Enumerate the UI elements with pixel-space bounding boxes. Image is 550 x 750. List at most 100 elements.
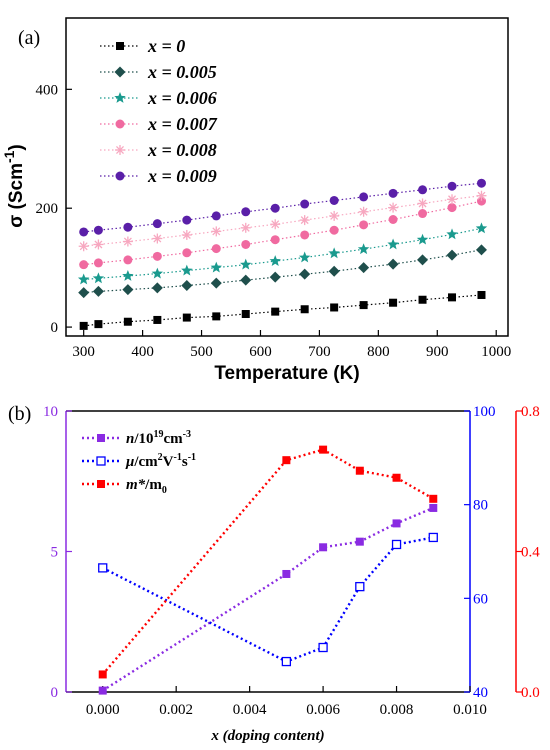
legend-label-a: x = 0.009: [147, 166, 217, 186]
data-point-a: [77, 273, 90, 285]
data-point-b: [355, 581, 365, 592]
data-point-a: [388, 188, 398, 198]
data-point-b: [429, 494, 438, 503]
y-tick-label-left-b: 5: [51, 545, 59, 561]
data-point-a: [329, 195, 339, 205]
legend-item-a: x = 0.006: [100, 88, 217, 108]
data-point-b: [319, 543, 328, 552]
data-point-a: [388, 202, 399, 213]
legend-label-b: m*/m0: [126, 477, 167, 496]
legend-item-a: x = 0.009: [100, 166, 217, 186]
data-point-a: [79, 227, 89, 237]
x-tick-label-b: 0.010: [453, 702, 487, 718]
y-tick-label-a: 0: [51, 320, 59, 336]
data-point-b: [281, 656, 292, 667]
data-point-a: [270, 219, 281, 230]
legend-item-a: x = 0.008: [100, 140, 217, 160]
data-point-a: [93, 225, 103, 235]
data-point-a: [151, 282, 163, 294]
panel-a-label: (a): [18, 27, 40, 49]
data-point-a: [271, 307, 280, 316]
data-point-a: [446, 249, 458, 261]
y-tick-label-right1-b: 60: [473, 591, 488, 607]
data-point-b: [392, 519, 401, 528]
y-axis-a: 0 200 400: [36, 82, 72, 336]
panel-a: (a) 300 400 500 600 700 800 900 1000 0 200 400 x …: [1, 17, 511, 384]
data-point-a: [446, 228, 458, 240]
legend-item-b: m*/m0: [82, 477, 167, 496]
data-point-a: [387, 238, 399, 250]
y-axis-label-a-exp: -1: [1, 150, 17, 163]
data-point-a: [418, 185, 428, 195]
legend-label-a: x = 0: [147, 36, 185, 56]
series-a-0: [79, 290, 486, 330]
data-point-a: [241, 239, 251, 249]
data-point-a: [241, 207, 251, 217]
y-axis-label-a: σ (Scm-1): [1, 144, 27, 228]
data-point-a: [476, 178, 486, 188]
data-point-a: [359, 192, 369, 202]
data-point-a: [357, 243, 370, 255]
data-point-a: [476, 190, 487, 201]
data-point-a: [152, 233, 163, 244]
legend-item-b: μ/cm2V-1s-1: [82, 452, 196, 470]
legend-a: x = 0 x = 0.005 x = 0.006 x = 0.007 x = 0.00…: [100, 36, 218, 186]
data-point-a: [211, 226, 222, 237]
legend-marker: [115, 145, 125, 155]
x-axis-a: 300 400 500 600 700 800 900 1000: [72, 330, 511, 360]
data-point-a: [299, 215, 310, 226]
data-point-b: [282, 456, 291, 465]
legend-marker: [114, 66, 126, 78]
y-axis-right1-b: 40 60 80 100: [464, 404, 496, 701]
series-a-5: [79, 178, 486, 237]
y-tick-label-left-b: 10: [43, 404, 58, 420]
legend-marker-b: [97, 434, 105, 442]
data-point-a: [417, 198, 428, 209]
data-point-b: [98, 686, 107, 695]
data-point-a: [270, 235, 280, 245]
data-point-a: [182, 248, 192, 258]
data-point-a: [94, 320, 103, 329]
legend-item-a: x = 0.005: [100, 62, 217, 82]
data-point-a: [475, 222, 488, 234]
data-point-a: [182, 215, 192, 225]
legend-marker: [114, 92, 126, 103]
series-line-b: [101, 448, 434, 676]
data-point-a: [329, 210, 340, 221]
data-point-a: [92, 285, 104, 297]
data-point-a: [329, 225, 339, 235]
data-point-a: [123, 317, 132, 326]
series-b-0: [98, 503, 438, 695]
data-point-a: [240, 222, 251, 233]
x-tick-label-b: 0.008: [380, 702, 414, 718]
data-point-a: [300, 230, 310, 240]
y-tick-label-right2-b: 0.0: [521, 685, 540, 701]
series-line-b: [102, 536, 434, 663]
x-axis-label-a: Temperature (K): [214, 363, 359, 384]
data-point-a: [418, 209, 428, 219]
data-point-a: [78, 241, 89, 252]
data-point-a: [300, 305, 309, 314]
data-point-a: [359, 220, 369, 230]
data-point-a: [298, 251, 311, 263]
data-point-b: [428, 532, 438, 543]
x-tick-label-a: 300: [72, 344, 95, 360]
data-point-a: [269, 255, 281, 266]
data-point-a: [92, 272, 105, 284]
legend-label-a: x = 0.006: [147, 88, 217, 108]
data-point-b: [391, 539, 402, 550]
data-point-a: [211, 211, 221, 221]
data-point-b: [429, 503, 438, 512]
data-point-a: [416, 233, 429, 245]
series-group-b: [98, 445, 438, 695]
legend-item-a: x = 0: [100, 36, 185, 56]
data-point-a: [388, 214, 398, 224]
series-b-2: [98, 445, 438, 679]
panel-b-label: (b): [8, 403, 31, 425]
legend-label-a: x = 0.008: [147, 140, 217, 160]
series-b-1: [98, 532, 438, 667]
data-point-a: [79, 260, 89, 270]
series-a-3: [79, 196, 486, 270]
data-point-b: [318, 642, 328, 653]
